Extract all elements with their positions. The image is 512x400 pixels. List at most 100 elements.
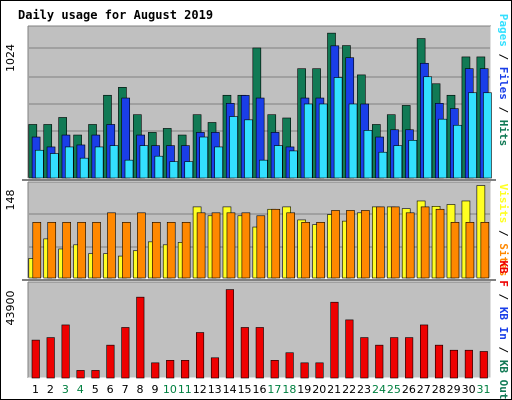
sites-bar bbox=[435, 208, 445, 279]
day-label: 3 bbox=[62, 383, 69, 396]
pages-bar bbox=[64, 146, 74, 179]
kbytes-bar bbox=[225, 289, 234, 379]
kbytes-bar bbox=[285, 352, 294, 379]
day-label: 7 bbox=[122, 383, 129, 396]
sites-bar bbox=[181, 221, 191, 279]
sites-bar bbox=[226, 212, 236, 279]
pages-bar bbox=[333, 77, 343, 179]
day-label: 8 bbox=[137, 383, 144, 396]
day-label: 13 bbox=[208, 383, 222, 396]
pages-bar bbox=[259, 159, 268, 179]
pages-bar bbox=[139, 145, 149, 179]
sites-bar bbox=[405, 212, 415, 279]
pages-bar bbox=[50, 153, 59, 179]
kbytes-bar bbox=[151, 362, 160, 379]
day-label: 19 bbox=[297, 383, 311, 396]
sites-bar bbox=[151, 221, 161, 279]
right-label-visits-sites: Visits / Sites bbox=[497, 184, 510, 277]
kbytes-bar bbox=[360, 337, 369, 379]
day-label: 15 bbox=[238, 383, 252, 396]
sites-bar bbox=[420, 206, 430, 279]
day-label: 21 bbox=[327, 383, 341, 396]
sites-bar bbox=[77, 221, 86, 279]
pages-bar bbox=[244, 119, 253, 179]
y-max-label: 43900 bbox=[4, 291, 17, 326]
side-label-separator: / bbox=[497, 340, 510, 360]
kbytes-bar bbox=[464, 349, 473, 379]
kbytes-bar bbox=[405, 337, 414, 379]
day-label: 18 bbox=[282, 383, 296, 396]
sites-bar bbox=[241, 212, 251, 279]
sites-bar bbox=[450, 221, 460, 279]
y-max-label: 148 bbox=[4, 190, 17, 211]
day-label: 16 bbox=[253, 383, 267, 396]
sites-bar bbox=[286, 212, 296, 279]
day-label: 2 bbox=[47, 383, 54, 396]
pages-bar bbox=[109, 145, 119, 179]
kbytes-bar bbox=[195, 332, 205, 379]
kbytes-bar bbox=[136, 296, 145, 379]
kbytes-bar bbox=[121, 327, 130, 379]
pages-bar bbox=[289, 150, 298, 179]
pages-bar bbox=[453, 124, 462, 179]
sites-bar bbox=[390, 206, 400, 279]
side-label-part: Pages bbox=[497, 14, 510, 47]
day-label: 30 bbox=[462, 383, 476, 396]
day-label: 9 bbox=[151, 383, 158, 396]
pages-bar bbox=[408, 140, 418, 179]
day-label: 14 bbox=[223, 383, 237, 396]
day-label: 17 bbox=[267, 383, 281, 396]
side-label-separator: / bbox=[497, 47, 510, 67]
sites-bar bbox=[480, 221, 490, 279]
kbytes-bar bbox=[479, 351, 488, 379]
sites-bar bbox=[62, 221, 71, 279]
kbytes-bar bbox=[91, 370, 100, 379]
sites-bar bbox=[316, 221, 325, 279]
sites-bar bbox=[92, 221, 101, 279]
sites-bar bbox=[47, 221, 57, 279]
kbytes-bar bbox=[300, 362, 309, 379]
day-label: 12 bbox=[193, 383, 207, 396]
kbytes-bar bbox=[390, 337, 399, 379]
pages-bar bbox=[318, 103, 328, 179]
kbytes-bar bbox=[434, 344, 444, 379]
side-label-part: Sites bbox=[497, 243, 510, 276]
side-label-part: KB F bbox=[497, 260, 510, 287]
day-label: 1 bbox=[32, 383, 39, 396]
pages-bar bbox=[348, 103, 358, 179]
day-label: 4 bbox=[77, 383, 84, 396]
sites-bar bbox=[376, 206, 385, 279]
sites-bar bbox=[465, 221, 475, 279]
sites-bar bbox=[196, 212, 206, 279]
side-label-part: KB Out bbox=[497, 360, 510, 400]
pages-bar bbox=[303, 103, 313, 179]
kbytes-bar bbox=[255, 327, 264, 379]
day-label: 10 bbox=[163, 383, 177, 396]
kbytes-bar bbox=[270, 360, 279, 379]
pages-bar bbox=[393, 145, 403, 179]
pages-bar bbox=[124, 159, 134, 179]
pages-bar bbox=[483, 92, 492, 179]
kbytes-bar bbox=[46, 337, 55, 379]
side-label-part: KB In bbox=[497, 307, 510, 340]
day-label: 31 bbox=[477, 383, 491, 396]
sites-bar bbox=[361, 210, 370, 279]
kbytes-bar bbox=[240, 327, 249, 379]
sites-bar bbox=[137, 212, 146, 279]
sites-bar bbox=[301, 221, 310, 279]
day-label: 6 bbox=[107, 383, 114, 396]
pages-bar bbox=[363, 130, 373, 179]
pages-bar bbox=[423, 76, 433, 179]
day-label: 29 bbox=[447, 383, 461, 396]
kbytes-bar bbox=[375, 344, 384, 379]
day-label: 5 bbox=[92, 383, 99, 396]
pages-bar bbox=[94, 146, 104, 179]
kbytes-bar bbox=[330, 301, 339, 379]
y-max-label: 1024 bbox=[4, 44, 17, 72]
kbytes-bar bbox=[106, 344, 115, 379]
pages-bar bbox=[468, 92, 477, 179]
pages-bar bbox=[169, 161, 179, 179]
day-label: 24 bbox=[372, 383, 386, 396]
pages-bar bbox=[79, 157, 89, 179]
pages-bar bbox=[199, 136, 208, 179]
